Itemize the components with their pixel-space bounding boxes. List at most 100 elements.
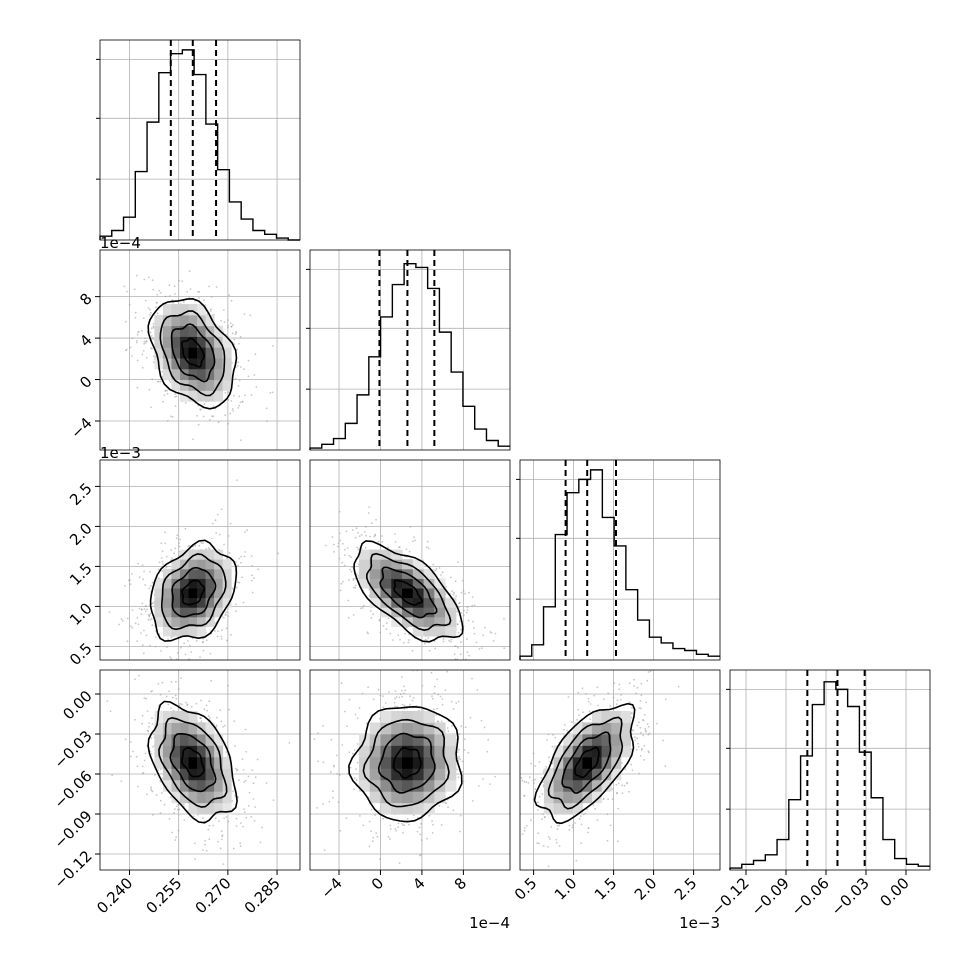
scatter-point bbox=[467, 619, 470, 622]
scatter-point bbox=[473, 604, 476, 607]
density-cell bbox=[445, 756, 457, 769]
density-cell bbox=[154, 733, 164, 746]
panel-3-contour-3 bbox=[147, 700, 238, 824]
density-cell bbox=[582, 733, 593, 746]
density-cell bbox=[180, 549, 190, 560]
scatter-point bbox=[131, 626, 134, 629]
scatter-point bbox=[225, 611, 228, 614]
density-cell bbox=[380, 578, 392, 589]
scatter-point bbox=[427, 661, 429, 663]
scatter-point bbox=[387, 836, 390, 838]
density-cell bbox=[222, 802, 232, 815]
density-cell bbox=[391, 733, 403, 746]
hist-1-steps bbox=[309, 262, 510, 450]
scatter-point bbox=[235, 610, 238, 612]
panel-0-contour-2 bbox=[159, 310, 226, 397]
scatter-point bbox=[222, 863, 225, 865]
density-cell bbox=[434, 578, 446, 589]
scatter-point bbox=[582, 711, 584, 714]
density-cell bbox=[434, 626, 446, 637]
scatter-point bbox=[568, 824, 571, 827]
scatter-point bbox=[606, 839, 609, 842]
scatter-point bbox=[354, 586, 357, 589]
scatter-point bbox=[169, 381, 172, 383]
scatter-point bbox=[464, 738, 466, 740]
x-tick-label-3-2: −0.06 bbox=[788, 874, 833, 919]
scatter-point bbox=[398, 662, 400, 664]
scatter-point bbox=[199, 408, 202, 411]
x-tick-label-1-2: 4 bbox=[409, 874, 428, 893]
scatter-point bbox=[146, 608, 149, 611]
scatter-point bbox=[231, 587, 234, 590]
density-panel-2-3 bbox=[513, 669, 721, 871]
scatter-point bbox=[528, 776, 531, 778]
y-tick-label-3-3: −0.03 bbox=[50, 727, 95, 772]
scatter-point bbox=[340, 582, 343, 585]
scatter-point bbox=[437, 693, 440, 696]
scatter-point bbox=[160, 650, 163, 652]
scatter-point bbox=[466, 651, 469, 654]
scatter-point bbox=[239, 336, 242, 338]
scatter-point bbox=[332, 790, 334, 792]
scatter-point bbox=[360, 548, 363, 550]
scatter-point bbox=[492, 640, 495, 642]
scatter-point bbox=[432, 823, 434, 826]
scatter-point bbox=[677, 685, 680, 688]
scatter-point bbox=[165, 695, 168, 698]
scatter-point bbox=[393, 701, 396, 704]
scatter-point bbox=[150, 617, 153, 620]
scatter-point bbox=[200, 699, 202, 702]
scatter-point bbox=[173, 285, 176, 288]
scatter-point bbox=[587, 827, 590, 830]
scatter-point bbox=[431, 695, 433, 698]
scatter-point bbox=[643, 759, 645, 761]
density-cell bbox=[188, 559, 198, 570]
scatter-point bbox=[245, 816, 248, 819]
scatter-point bbox=[205, 849, 208, 852]
density-cell bbox=[544, 802, 555, 815]
density-cell bbox=[205, 607, 215, 618]
scatter-point bbox=[461, 579, 464, 582]
scatter-point bbox=[348, 698, 351, 701]
density-cell bbox=[188, 722, 198, 735]
scatter-point bbox=[199, 656, 202, 659]
scatter-point bbox=[609, 705, 611, 707]
scatter-point bbox=[152, 288, 155, 291]
scatter-point bbox=[344, 548, 346, 551]
scatter-point bbox=[241, 400, 244, 403]
scatter-point bbox=[151, 690, 154, 692]
scatter-point bbox=[244, 531, 247, 533]
scatter-point bbox=[360, 533, 363, 536]
x-tick-label-3-1: −0.09 bbox=[748, 874, 793, 919]
scatter-point bbox=[494, 632, 497, 635]
scatter-point bbox=[451, 590, 453, 593]
scatter-point bbox=[129, 741, 132, 743]
scatter-point bbox=[253, 374, 256, 376]
scatter-point bbox=[401, 824, 404, 826]
scatter-point bbox=[152, 326, 155, 329]
density-cell bbox=[180, 578, 190, 589]
scatter-point bbox=[513, 824, 515, 826]
scatter-point bbox=[382, 625, 385, 627]
scatter-point bbox=[265, 407, 268, 410]
density-cell bbox=[423, 745, 435, 758]
density-cell bbox=[434, 791, 446, 804]
scatter-point bbox=[458, 733, 461, 735]
scatter-point bbox=[237, 361, 240, 364]
scatter-point bbox=[177, 808, 179, 811]
density-cell bbox=[188, 390, 198, 402]
scatter-point bbox=[550, 826, 553, 828]
scatter-point bbox=[351, 529, 354, 531]
scatter-point bbox=[231, 332, 234, 335]
scatter-point bbox=[224, 614, 227, 617]
scatter-point bbox=[240, 561, 242, 564]
scatter-point bbox=[189, 288, 192, 290]
scatter-point bbox=[372, 698, 375, 701]
scatter-point bbox=[152, 361, 155, 363]
density-cell bbox=[205, 357, 215, 370]
scatter-point bbox=[171, 415, 174, 418]
scatter-point bbox=[269, 392, 272, 394]
density-cell bbox=[611, 733, 622, 746]
scatter-point bbox=[438, 805, 441, 807]
panel-4-contour-1 bbox=[377, 732, 436, 794]
